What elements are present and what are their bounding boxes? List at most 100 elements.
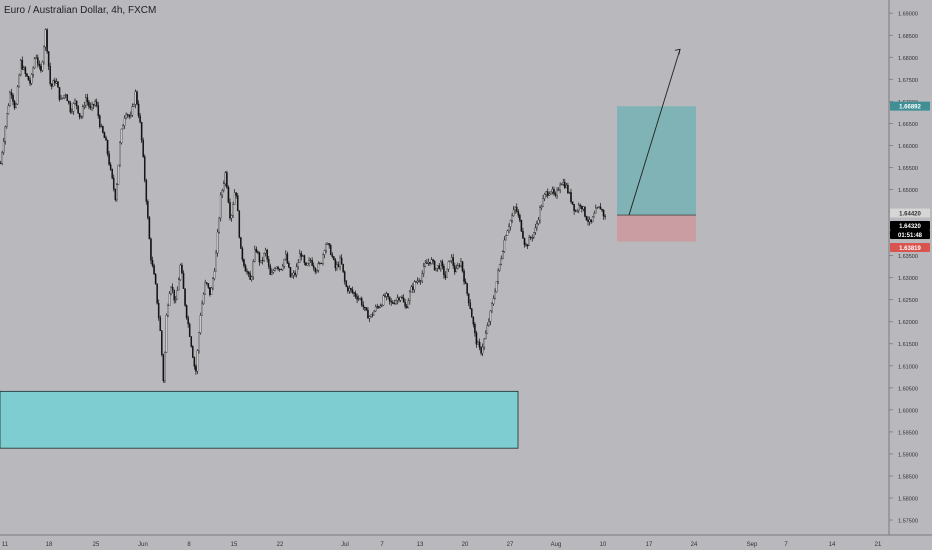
candle	[553, 186, 555, 196]
candle	[480, 346, 482, 356]
candle	[168, 291, 171, 307]
candle-body	[58, 87, 61, 100]
y-tick-label: 1.69000	[898, 12, 918, 18]
candle-body	[305, 262, 307, 266]
candle-body	[156, 283, 158, 304]
candle-body	[209, 287, 211, 295]
candle	[440, 260, 442, 272]
candle	[233, 189, 236, 205]
candle	[396, 294, 399, 305]
candle	[350, 287, 352, 294]
candle	[38, 60, 41, 70]
candle	[29, 77, 31, 86]
y-tick-label: 1.65500	[898, 166, 918, 172]
candle-body	[205, 282, 208, 284]
candle	[491, 302, 493, 314]
candle-body	[302, 255, 304, 257]
candle	[410, 285, 413, 293]
candle	[227, 185, 230, 204]
candle	[579, 203, 582, 209]
candle	[281, 263, 284, 271]
candle	[519, 213, 521, 223]
candle-body	[520, 220, 523, 232]
candle	[178, 277, 180, 291]
candle	[154, 272, 157, 285]
candle-body	[376, 306, 379, 308]
candle	[122, 124, 124, 130]
candle	[77, 105, 79, 114]
candle	[170, 285, 172, 296]
candle-body	[328, 243, 330, 246]
candle	[531, 234, 534, 242]
candle-body	[161, 330, 163, 355]
candle	[505, 234, 507, 241]
candle-body	[542, 198, 544, 207]
candle-body	[78, 112, 81, 118]
candle	[374, 304, 377, 313]
candle-body	[151, 260, 154, 266]
candle	[326, 242, 329, 245]
candle-body	[71, 111, 73, 113]
x-tick-label: 18	[46, 542, 53, 548]
candle-body	[97, 105, 100, 116]
candle-body	[12, 94, 14, 102]
candle	[590, 219, 592, 224]
candle-body	[429, 262, 431, 264]
x-tick-label: 22	[277, 542, 284, 548]
candle-body	[471, 308, 473, 318]
price-badges: 1.66892 1.64420 1.64320 01:51:48 1.63819	[890, 101, 930, 253]
candle	[463, 268, 465, 285]
arrow-layer	[628, 48, 681, 216]
candle-body	[466, 283, 468, 294]
candle	[64, 93, 67, 99]
candle-body	[591, 216, 594, 223]
candle	[556, 187, 558, 200]
candle-body	[419, 280, 422, 282]
candle	[249, 270, 251, 280]
zones-layer	[0, 106, 696, 449]
candle-body	[13, 101, 16, 108]
candle	[435, 268, 437, 272]
candle-body	[272, 270, 275, 273]
candle	[540, 204, 543, 211]
candle-body	[254, 248, 256, 262]
candle	[357, 295, 360, 302]
candle-body	[427, 262, 430, 264]
x-tick-label: 17	[646, 542, 653, 548]
stop-price-badge: 1.63819	[899, 246, 921, 252]
candle	[33, 57, 36, 70]
candle-body	[457, 265, 459, 269]
candle	[343, 270, 346, 285]
candle-body	[325, 244, 327, 251]
candle	[545, 190, 547, 198]
candle	[157, 299, 160, 321]
candle	[133, 103, 135, 108]
candle-body	[255, 248, 258, 252]
candle	[453, 262, 456, 275]
candle-body	[88, 101, 90, 107]
candle	[557, 187, 560, 192]
candle	[209, 287, 211, 297]
candle-body	[250, 276, 253, 280]
candle-body	[139, 115, 141, 123]
candle	[533, 232, 535, 240]
candle-body	[179, 264, 182, 280]
x-tick-label: Sep	[747, 542, 758, 548]
candle	[193, 356, 196, 370]
candle	[427, 258, 430, 266]
candle-body	[154, 274, 157, 284]
candle-body	[271, 272, 273, 275]
candle	[213, 268, 216, 281]
candle-body	[162, 354, 165, 381]
candle	[145, 178, 148, 205]
candle-body	[474, 324, 476, 334]
candle-body	[130, 115, 132, 117]
candle-body	[176, 289, 179, 300]
candle-body	[37, 57, 39, 65]
candle	[452, 253, 454, 269]
candle	[120, 128, 123, 145]
candle	[23, 65, 25, 71]
candle	[30, 73, 33, 86]
candle	[9, 90, 11, 107]
